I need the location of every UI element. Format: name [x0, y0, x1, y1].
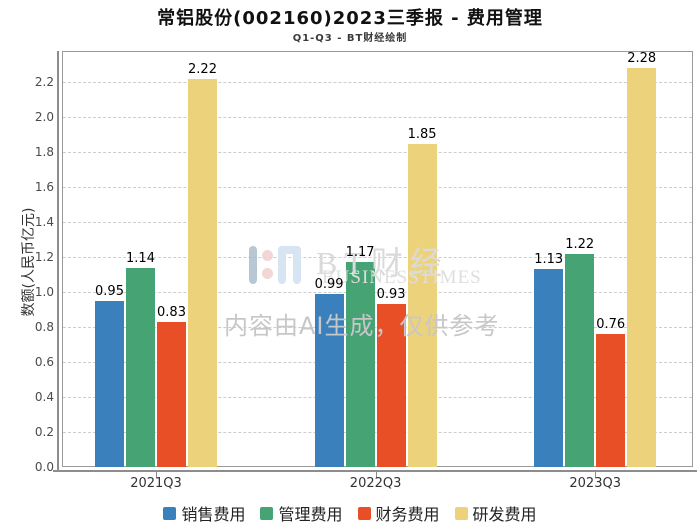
bar-value-2022Q3-管理费用: 1.17 [345, 245, 375, 261]
bar-2021Q3-管理费用 [126, 267, 156, 467]
x-tick-2021Q3 [156, 472, 158, 478]
legend-swatch-财务费用 [357, 506, 371, 520]
bar-2023Q3-管理费用 [565, 253, 595, 467]
x-tick-2022Q3 [375, 472, 377, 478]
x-tick-2023Q3 [595, 472, 597, 478]
y-axis-line [57, 51, 59, 471]
gridline-1.4 [63, 222, 692, 224]
bar-2021Q3-财务费用 [157, 321, 187, 467]
bar-value-2023Q3-销售费用: 1.13 [534, 252, 564, 268]
bar-2022Q3-管理费用 [345, 262, 375, 467]
y-tick-0.6: 0.6 [34, 355, 54, 370]
bar-2023Q3-研发费用 [627, 68, 657, 467]
legend-label-管理费用: 管理费用 [278, 505, 343, 524]
y-tick-1.6: 1.6 [34, 180, 54, 195]
bar-value-2021Q3-研发费用: 2.22 [188, 61, 217, 77]
y-tick-1.2: 1.2 [34, 250, 54, 265]
bar-value-2023Q3-研发费用: 2.28 [627, 51, 657, 67]
x-tick-label-2022Q3: 2022Q3 [349, 476, 402, 491]
x-axis-line [53, 470, 697, 472]
bar-2022Q3-财务费用 [376, 304, 406, 467]
chart-subtitle: Q1-Q3 - BT财经绘制 [292, 33, 408, 44]
bar-2023Q3-销售费用 [534, 269, 564, 467]
chart-title: 常铝股份(002160)2023三季报 - 费用管理 [157, 8, 543, 29]
bar-value-2023Q3-管理费用: 1.22 [565, 236, 595, 252]
bar-2022Q3-销售费用 [314, 293, 344, 467]
legend-item-管理费用: 管理费用 [260, 501, 343, 524]
gridline-1.8 [63, 152, 692, 154]
gridline-2.0 [63, 117, 692, 119]
x-tick-label-2021Q3: 2021Q3 [130, 476, 182, 491]
bar-value-2022Q3-销售费用: 0.99 [314, 276, 344, 292]
bar-2022Q3-研发费用 [407, 143, 437, 467]
legend-item-财务费用: 财务费用 [357, 501, 440, 524]
y-tick-0.2: 0.2 [34, 425, 54, 440]
legend-label-研发费用: 研发费用 [472, 505, 537, 524]
gridline-2.2 [63, 82, 692, 84]
bar-2021Q3-销售费用 [95, 300, 125, 467]
gridline-1.0 [63, 292, 692, 294]
legend-swatch-管理费用 [260, 506, 274, 520]
legend-item-研发费用: 研发费用 [454, 501, 537, 524]
gridline-1.2 [63, 257, 692, 259]
y-tick-0.8: 0.8 [34, 320, 54, 335]
bar-value-2023Q3-财务费用: 0.76 [596, 317, 626, 333]
bar-value-2021Q3-管理费用: 1.14 [126, 250, 155, 266]
y-tick-1.8: 1.8 [34, 145, 54, 160]
bar-value-2022Q3-研发费用: 1.85 [407, 126, 437, 142]
y-tick-2.2: 2.2 [34, 75, 54, 90]
legend-label-财务费用: 财务费用 [375, 505, 440, 524]
chart-legend: 销售费用 管理费用 财务费用 研发费用 [0, 501, 700, 524]
bar-value-2022Q3-财务费用: 0.93 [376, 287, 406, 303]
legend-label-销售费用: 销售费用 [181, 505, 246, 524]
legend-item-销售费用: 销售费用 [163, 501, 245, 524]
y-tick-1.4: 1.4 [34, 215, 54, 230]
y-tick-2.0: 2.0 [34, 110, 54, 125]
bar-value-2021Q3-财务费用: 0.83 [157, 304, 186, 320]
y-tick-0.4: 0.4 [34, 390, 54, 405]
x-tick-label-2023Q3: 2023Q3 [569, 476, 621, 491]
legend-swatch-研发费用 [454, 506, 468, 520]
gridline-1.6 [63, 187, 692, 189]
y-tick-0.0: 0.0 [34, 460, 54, 474]
bar-value-2021Q3-销售费用: 0.95 [95, 283, 124, 299]
y-tick-1.0: 1.0 [34, 285, 54, 300]
bar-2021Q3-研发费用 [188, 78, 218, 467]
bar-2023Q3-财务费用 [596, 334, 626, 467]
legend-swatch-销售费用 [163, 506, 177, 520]
